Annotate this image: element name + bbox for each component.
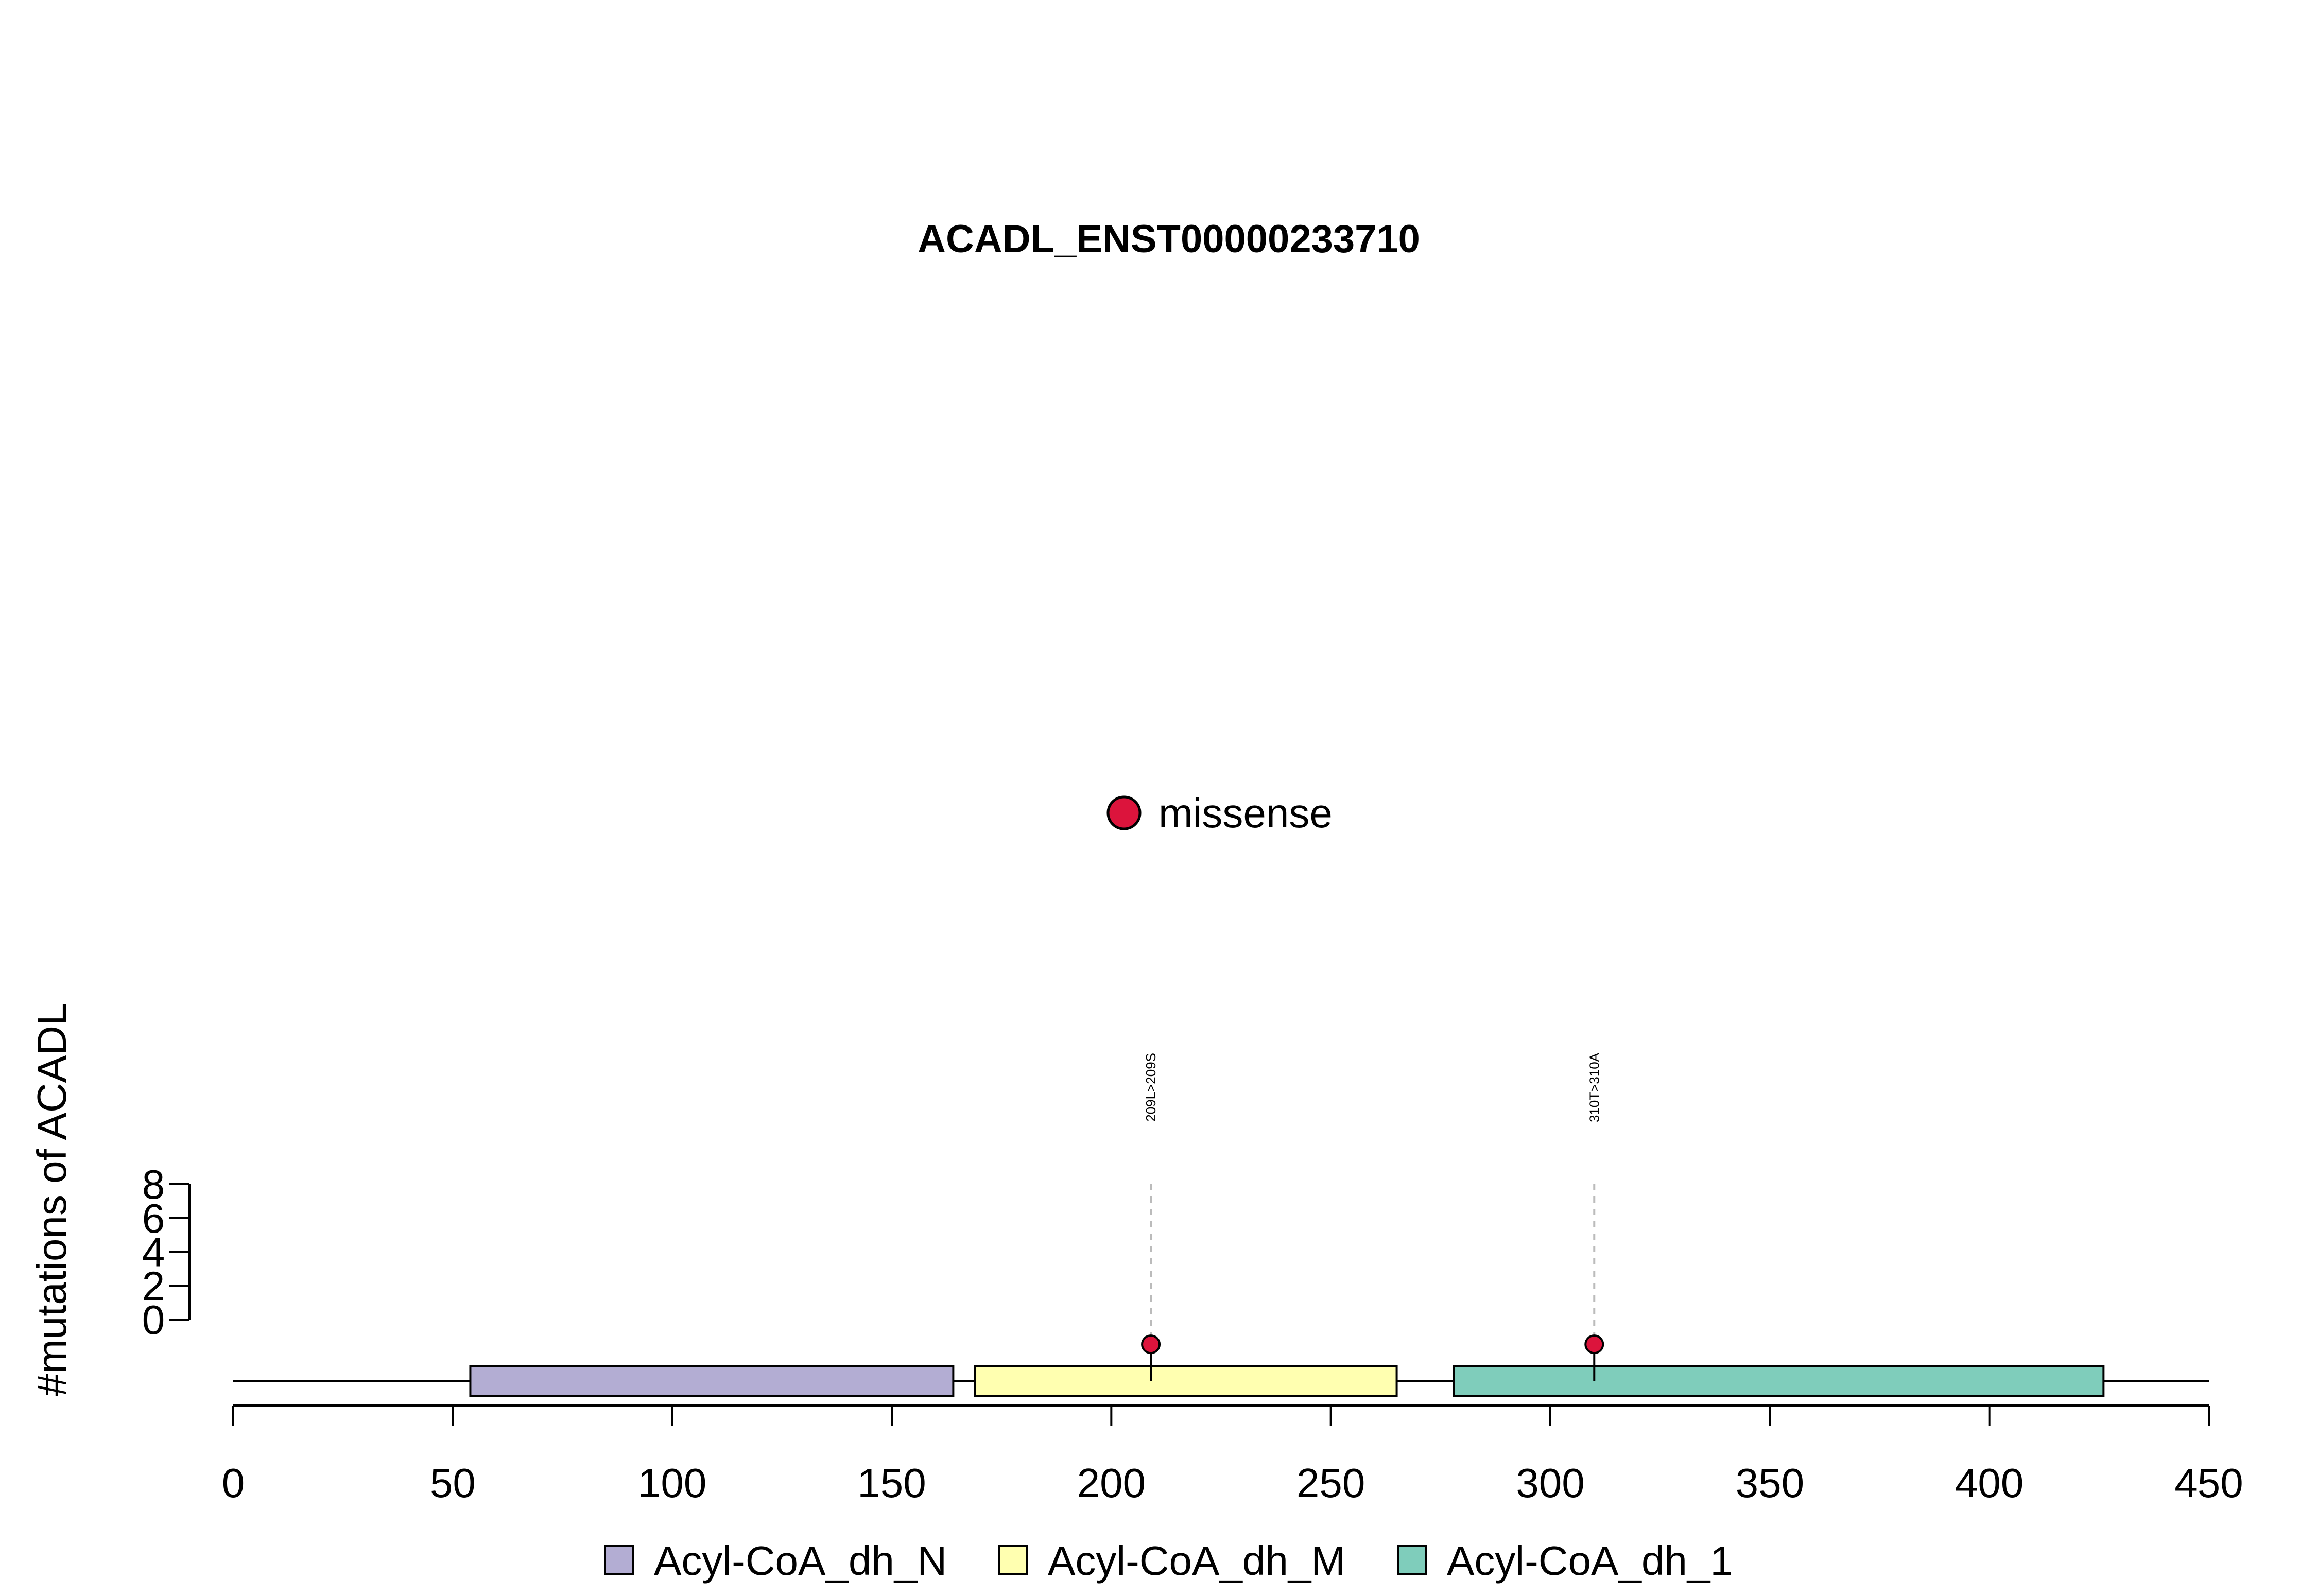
y-tick-label: 2: [142, 1263, 165, 1309]
legend-Acyl-CoA_dh_1-label: Acyl-CoA_dh_1: [1447, 1538, 1733, 1584]
x-tick-label: 200: [1077, 1460, 1146, 1506]
legend-Acyl-CoA_dh_N-label: Acyl-CoA_dh_N: [654, 1538, 947, 1584]
y-axis-label: #mutations of ACADL: [29, 1003, 75, 1397]
mutation-type-legend: missense: [1106, 790, 1333, 836]
y-tick-label: 0: [142, 1297, 165, 1343]
domain-legend: Acyl-CoA_dh_N Acyl-CoA_dh_M Acyl-CoA_dh_1: [604, 1538, 1733, 1584]
x-tick-label: 100: [638, 1460, 706, 1506]
chart-title: ACADL_ENST00000233710: [918, 217, 1420, 261]
domain-Acyl-CoA_dh_1: [1453, 1365, 2105, 1397]
y-tick-label: 6: [142, 1195, 165, 1241]
y-tick-label: 8: [142, 1161, 165, 1207]
legend-Acyl-CoA_dh_M-label: Acyl-CoA_dh_M: [1048, 1538, 1345, 1584]
x-tick-label: 0: [222, 1460, 245, 1506]
domain-Acyl-CoA_dh_M: [974, 1365, 1398, 1397]
x-tick-label: 350: [1736, 1460, 1804, 1506]
legend-Acyl-CoA_dh_N-swatch: [604, 1545, 634, 1575]
x-tick-label: 400: [1955, 1460, 2024, 1506]
mutation-point: [1141, 1334, 1161, 1355]
y-tick-label: 4: [142, 1229, 165, 1275]
x-tick-label: 300: [1516, 1460, 1584, 1506]
mutation-label: 209L>209S: [1143, 1053, 1158, 1122]
x-tick-label: 50: [430, 1460, 476, 1506]
legend-missense-label: missense: [1158, 790, 1333, 836]
x-tick-label: 450: [2174, 1460, 2243, 1506]
legend-Acyl-CoA_dh_1-swatch: [1397, 1545, 1427, 1575]
mutation-point: [1584, 1334, 1604, 1355]
x-tick-label: 150: [857, 1460, 926, 1506]
mutation-label: 310T>310A: [1586, 1052, 1602, 1122]
x-axis: 0 50 100 150 200 250 300 350 400 450: [222, 1404, 2243, 1506]
legend-Acyl-CoA_dh_M-swatch: [998, 1545, 1028, 1575]
mutation-lollipops: 209L>209S 310T>310A: [1141, 1052, 1604, 1381]
x-tick-label: 250: [1296, 1460, 1365, 1506]
domain-Acyl-CoA_dh_N: [469, 1365, 955, 1397]
domain-track: [469, 1365, 2105, 1397]
legend-missense-marker: [1106, 795, 1142, 830]
